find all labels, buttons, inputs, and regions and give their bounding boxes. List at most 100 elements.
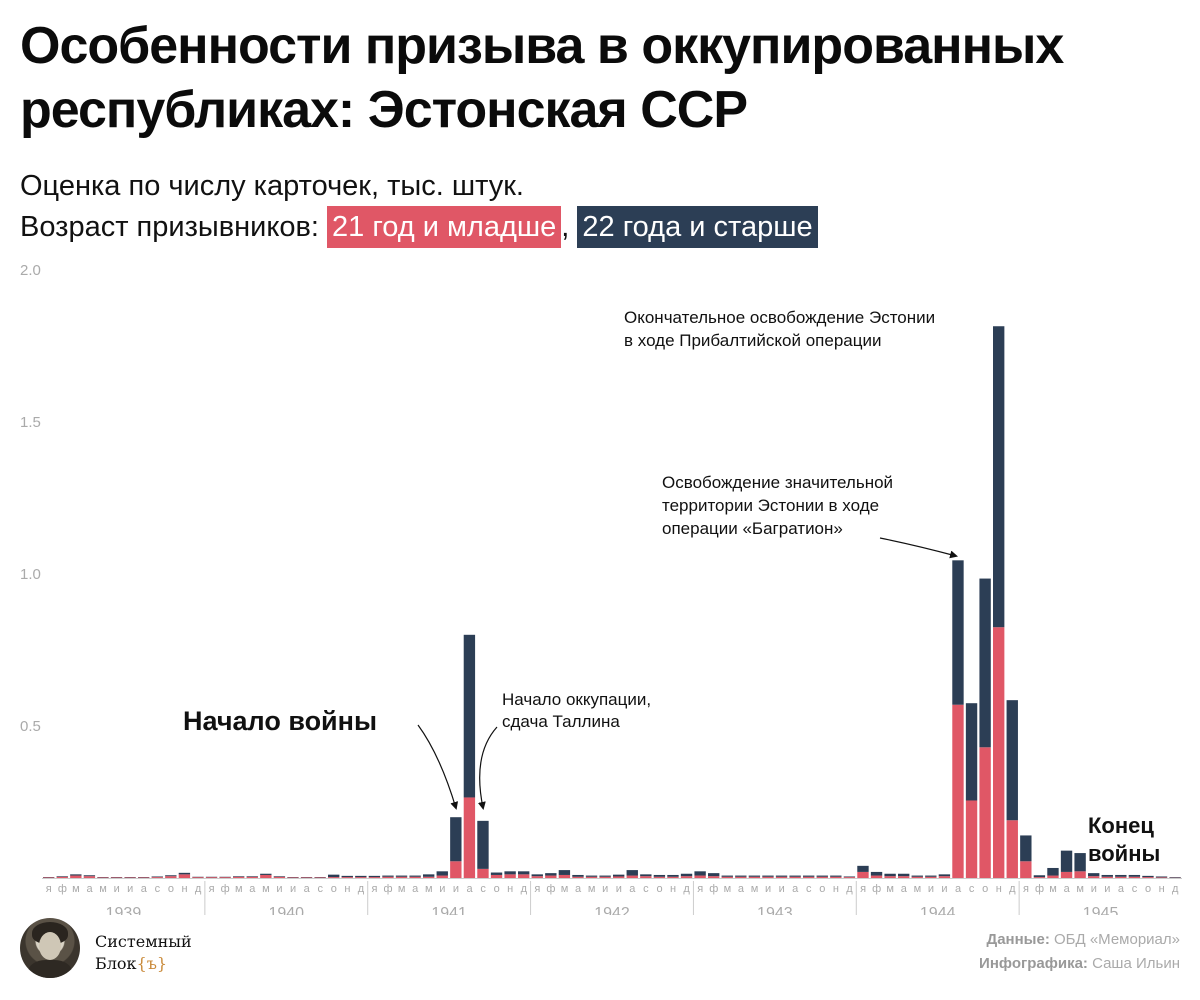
month-tick-label: с [155,883,161,895]
bar-old [708,873,720,877]
y-tick-label: 0.5 [20,718,41,735]
bar-young [680,876,693,878]
bar-young [898,876,910,878]
month-tick-label: а [466,883,473,895]
bar-old [640,874,652,877]
bar-old [870,871,883,876]
month-tick-label: д [521,883,528,895]
bar-young [545,875,557,878]
bar-old [1142,875,1154,878]
bar-young [341,877,353,878]
month-tick-label: я [1023,883,1029,895]
bar-old [558,870,571,875]
bar-young [613,876,625,878]
bar-young [300,877,313,878]
bar-old [178,872,191,875]
bar-young [273,876,286,878]
bar-young [979,747,991,878]
bar-old [70,874,82,876]
bar-young [97,877,109,878]
month-tick-label: а [86,883,93,895]
bar-old [545,873,557,876]
bar-young [572,876,584,878]
bar-old [368,875,381,878]
bar-young [355,877,367,878]
bar-young [463,797,476,878]
month-tick-label: и [127,883,133,895]
month-tick-label: н [1159,883,1165,895]
month-tick-label: я [860,883,866,895]
month-tick-label: о [494,883,500,895]
bar-young [368,877,381,878]
year-tick-label: 1943 [757,905,793,915]
bar-old [572,874,584,877]
month-tick-label: д [1172,883,1179,895]
bar-young [816,876,828,878]
bar-young [151,877,163,878]
bar-young [870,875,883,878]
bar-young [1088,876,1100,878]
month-tick-label: н [344,883,350,895]
bar-young [70,875,82,878]
annotation-war-end: Конец войны [1088,813,1160,866]
month-tick-label: я [46,883,52,895]
bar-old [1020,835,1032,862]
year-tick-label: 1939 [106,905,142,915]
credit-graphic: Инфографика: Саша Ильин [979,955,1180,972]
bar-young [708,876,720,878]
bar-young [735,876,747,878]
bar-young [694,875,706,878]
month-tick-label: а [141,883,148,895]
bar-old [789,875,801,877]
bar-old [409,875,421,877]
bar-old [735,875,747,877]
bar-old [518,871,530,875]
bar-old [775,875,788,877]
month-tick-label: и [290,883,296,895]
bar-young [1101,876,1113,878]
bar-young [843,877,856,878]
month-tick-label: и [439,883,445,895]
bar-old [816,875,828,877]
bar-young [952,704,964,878]
month-tick-label: с [643,883,649,895]
bar-young [490,874,503,878]
bar-old [694,871,706,876]
arrow-occupation [477,726,498,810]
bar-old [477,820,489,869]
month-tick-label: я [697,883,703,895]
bar-young [1033,877,1046,878]
bar-young [667,876,679,878]
bar-old [463,634,476,798]
bar-young [1047,875,1059,878]
bar-old [1047,867,1059,876]
bar-young [233,876,245,878]
y-axis: 2.0 1.5 1.0 0.5 [20,262,41,735]
bar-young [246,876,258,878]
month-tick-label: м [398,883,406,895]
brand-logo[interactable]: Системный Блок{ъ} [20,918,260,980]
bar-old [721,875,733,877]
month-tick-label: ф [384,883,393,895]
bar-young [721,876,733,878]
bar-old [979,578,991,748]
bar-young [1169,877,1181,879]
bar-young [1128,876,1141,878]
bar-young [192,877,204,878]
month-tick-label: а [792,883,799,895]
bar-old [1169,877,1181,878]
bar-young [423,876,435,878]
bar-old [626,870,638,876]
month-tick-label: с [480,883,486,895]
brand-line-2: Блок{ъ} [95,954,168,973]
month-tick-label: и [453,883,459,895]
month-tick-label: а [1064,883,1071,895]
month-tick-label: а [304,883,311,895]
bar-young [789,876,801,878]
month-tick-label: и [114,883,120,895]
bar-young [965,800,978,878]
arrow-bagration [879,537,959,559]
bar-old [1074,853,1086,872]
month-tick-label: м [1049,883,1057,895]
